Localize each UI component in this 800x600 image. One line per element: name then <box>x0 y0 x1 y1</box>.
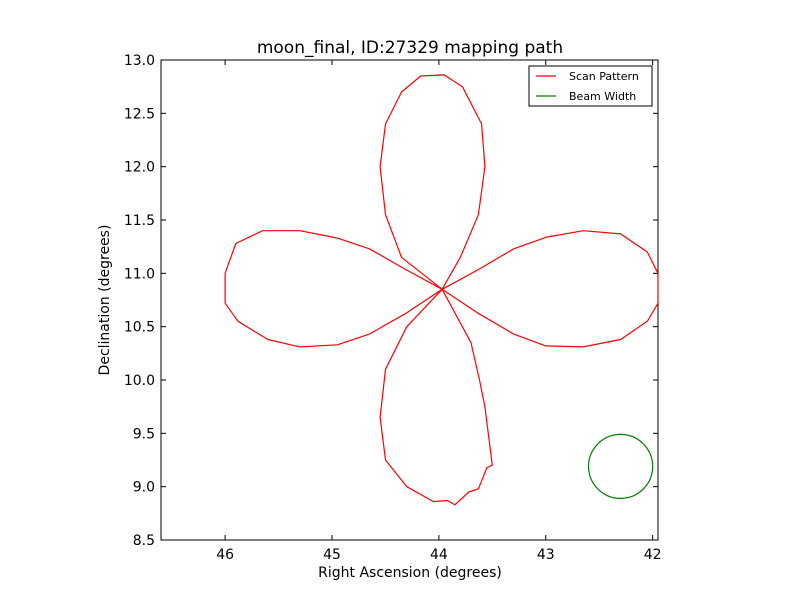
x-tick-label: 44 <box>430 547 448 563</box>
x-axis: 46 45 44 43 42 <box>216 60 662 563</box>
scan-pattern-line <box>224 74 659 506</box>
y-axis: 8.5 9.0 9.5 10.0 10.5 11.0 11.5 12.0 12.5 13.0 <box>124 53 658 549</box>
chart-title: moon_final, ID:27329 mapping path <box>257 38 563 58</box>
y-tick-label: 9.0 <box>133 480 155 496</box>
y-tick-label: 8.5 <box>133 533 155 549</box>
y-axis-label: Declination (degrees) <box>97 225 113 376</box>
x-tick-label: 43 <box>537 547 555 563</box>
beam-width-circle <box>587 433 654 499</box>
y-tick-label: 10.0 <box>124 373 155 389</box>
y-tick-label: 10.5 <box>124 320 155 336</box>
y-tick-label: 11.5 <box>124 213 155 229</box>
y-tick-label: 13.0 <box>124 53 155 69</box>
legend-frame <box>528 65 653 107</box>
legend: Scan Pattern Beam Width <box>528 65 653 107</box>
x-tick-label: 42 <box>644 547 662 563</box>
y-tick-label: 12.5 <box>124 106 155 122</box>
y-tick-label: 9.5 <box>133 426 155 442</box>
y-tick-label: 12.0 <box>124 160 155 176</box>
plot-area <box>160 59 659 541</box>
x-tick-label: 46 <box>216 547 234 563</box>
x-axis-label: Right Ascension (degrees) <box>318 565 502 581</box>
series-layer <box>224 74 659 506</box>
y-tick-label: 11.0 <box>124 266 155 282</box>
plot-frame <box>160 59 659 541</box>
legend-label-beam-width: Beam Width <box>569 90 636 103</box>
legend-label-scan-pattern: Scan Pattern <box>569 70 639 83</box>
x-tick-label: 45 <box>323 547 341 563</box>
